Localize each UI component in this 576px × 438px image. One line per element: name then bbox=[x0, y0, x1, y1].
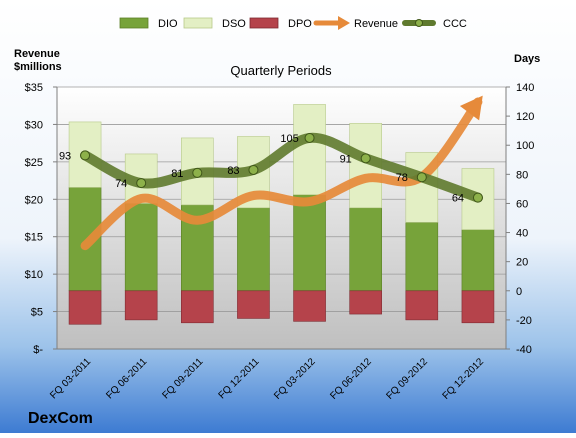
left-axis-tick-label: $- bbox=[33, 344, 43, 356]
bar-dpo bbox=[181, 290, 214, 324]
right-axis-tick-label: 60 bbox=[516, 198, 528, 210]
bar-dpo bbox=[405, 290, 439, 321]
plot-area bbox=[57, 87, 506, 349]
ccc-marker bbox=[360, 153, 371, 164]
revenue-arrowhead bbox=[459, 95, 483, 121]
bars bbox=[68, 104, 495, 325]
ccc-marker bbox=[472, 192, 483, 203]
right-axis-label: Days bbox=[514, 53, 540, 65]
left-axis-tick-label: $30 bbox=[25, 119, 43, 131]
right-axis-tick-label: -20 bbox=[516, 315, 532, 327]
ccc-data-label: 74 bbox=[115, 178, 127, 190]
legend-label-revenue: Revenue bbox=[354, 18, 398, 30]
legend-label-dso: DSO bbox=[222, 18, 246, 30]
right-axis-tick-label: -40 bbox=[516, 344, 532, 356]
ccc-data-label: 83 bbox=[227, 165, 239, 177]
right-axis-tick-label: 0 bbox=[516, 286, 522, 298]
ccc-data-label: 93 bbox=[59, 150, 71, 162]
ccc-data-label: 64 bbox=[452, 193, 464, 205]
right-axis-tick-label: 100 bbox=[516, 140, 534, 152]
bar-dpo bbox=[461, 290, 495, 324]
bar-dio bbox=[124, 203, 158, 292]
right-axis-tick-label: 140 bbox=[516, 82, 534, 94]
data-labels: 93 74 81 83 105 91 78 64 bbox=[59, 133, 464, 205]
ccc-data-label: 91 bbox=[340, 153, 352, 165]
left-axis-tick-label: $25 bbox=[25, 157, 43, 169]
right-axis-tick-label: 20 bbox=[516, 257, 528, 269]
bar-dio bbox=[293, 194, 326, 292]
legend-label-dpo: DPO bbox=[288, 18, 312, 30]
ccc-marker bbox=[80, 150, 91, 161]
left-axis-tick-label: $20 bbox=[25, 194, 43, 206]
ccc-data-label: 81 bbox=[171, 168, 183, 180]
ccc-marker bbox=[192, 167, 203, 178]
left-axis-label-line1: Revenue bbox=[14, 48, 60, 60]
legend-swatch-revenue-head bbox=[338, 16, 350, 30]
right-axis-tick-label: 40 bbox=[516, 228, 528, 240]
left-axis-label-line2: $millions bbox=[14, 61, 62, 73]
left-axis-tick-label: $35 bbox=[25, 82, 43, 94]
bar-dpo bbox=[68, 290, 102, 325]
legend-swatch-dpo bbox=[249, 17, 279, 29]
markers bbox=[80, 132, 483, 203]
bar-dpo bbox=[349, 290, 382, 315]
left-axis-tick-label: $10 bbox=[25, 269, 43, 281]
bar-dpo bbox=[237, 290, 270, 319]
bar-dpo bbox=[293, 290, 326, 322]
legend-swatch-dso bbox=[183, 17, 213, 29]
ccc-data-label: 105 bbox=[280, 133, 298, 145]
bar-dio bbox=[405, 222, 439, 292]
legend-swatch-dio bbox=[119, 17, 149, 29]
legend-label-ccc: CCC bbox=[443, 18, 467, 30]
chart-title: Quarterly Periods bbox=[230, 63, 332, 78]
right-axis-tick-label: 120 bbox=[516, 111, 534, 123]
bar-dio bbox=[349, 207, 382, 292]
right-axis-tick-label: 80 bbox=[516, 169, 528, 181]
ccc-marker bbox=[136, 178, 147, 189]
company-name: DexCom bbox=[28, 410, 93, 427]
ccc-marker bbox=[304, 132, 315, 143]
bar-dio bbox=[237, 207, 270, 292]
ccc-marker bbox=[416, 172, 427, 183]
legend: DIO DSO DPO Revenue CCC bbox=[119, 16, 467, 30]
ccc-marker bbox=[248, 164, 259, 175]
ccc-line bbox=[80, 132, 483, 203]
bar-dpo bbox=[124, 290, 158, 321]
ccc-data-label: 78 bbox=[396, 172, 408, 184]
legend-swatch-ccc-marker bbox=[415, 19, 423, 27]
bar-dio bbox=[461, 229, 495, 292]
legend-label-dio: DIO bbox=[158, 18, 178, 30]
left-axis-tick-label: $5 bbox=[31, 307, 43, 319]
bar-dso bbox=[293, 104, 326, 196]
left-axis-tick-label: $15 bbox=[25, 232, 43, 244]
